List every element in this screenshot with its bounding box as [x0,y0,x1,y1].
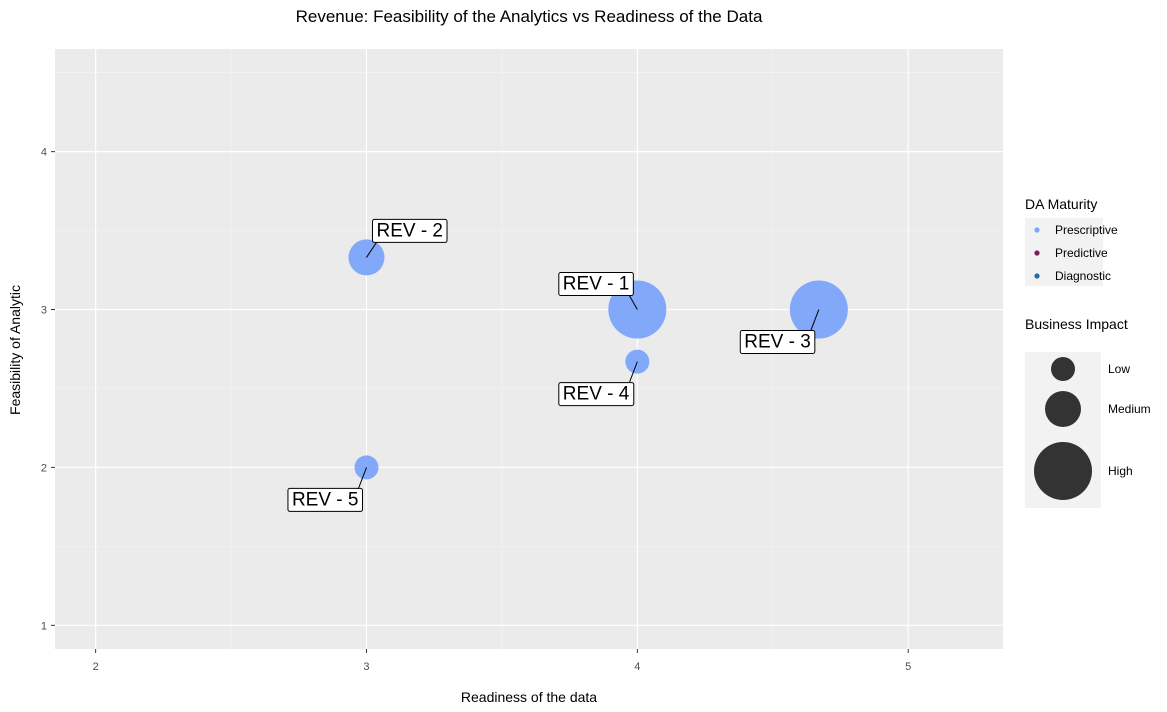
point-label: REV - 3 [744,332,811,353]
point-label-box [371,218,448,243]
point-label: REV - 5 [292,489,359,510]
y-tick-label: 1 [41,620,47,632]
legend-size-label: Low [1108,362,1130,376]
label-leader-line [366,242,377,258]
point-label-group: REV - 5 [287,467,367,512]
y-tick-label: 3 [41,305,47,317]
legend-color-label: Diagnostic [1055,269,1111,283]
label-leader-line [810,309,820,331]
legend-size-swatch [1045,391,1081,427]
chart-title: Revenue: Feasibility of the Analytics vs… [296,7,763,26]
point-label: REV - 1 [563,274,630,295]
x-tick-label: 4 [634,661,640,673]
point-label-box [558,272,634,297]
plot-background [55,49,1003,649]
point-label-group: REV - 2 [366,218,448,258]
x-tick-label: 3 [363,661,369,673]
legend-size-label: Medium [1108,402,1151,416]
point-labels: REV - 1 REV - 2 REV - 3 REV - 4 REV - 5 [287,218,820,512]
legend-color-swatch [1034,227,1040,233]
x-axis-title: Readiness of the data [461,689,597,705]
legend-color-label: Prescriptive [1055,223,1118,237]
point-label: REV - 4 [563,384,630,405]
legend-size-label: High [1108,464,1133,478]
label-leader-line [358,467,367,489]
legend-color-swatch [1034,273,1040,279]
plot-panel [55,49,1003,649]
label-leader-line [628,295,638,310]
point-label-box [739,330,816,355]
legend-size-swatch [1034,442,1092,500]
legend-size-title: Business Impact [1025,316,1128,332]
legend-color-swatch [1034,250,1040,256]
point-label-box [558,382,635,407]
legend-color-title: DA Maturity [1025,196,1097,212]
x-tick-label: 5 [905,661,911,673]
label-leader-line [628,361,638,383]
legend-size-swatch [1051,357,1075,381]
axis-ticks: 2 3 4 5 1 2 3 4 [41,147,911,673]
point-label: REV - 2 [376,220,443,241]
x-tick-label: 2 [93,661,99,673]
point-label-group: REV - 3 [739,309,820,355]
legend: DA Maturity Business Impact Prescriptive… [1025,196,1151,508]
point-label-group: REV - 4 [558,361,638,407]
legend-color-label: Predictive [1055,246,1108,260]
y-axis-title: Feasibility of Analytic [7,285,23,415]
y-tick-label: 2 [41,462,47,474]
y-tick-label: 4 [41,147,47,159]
point-label-box [287,487,363,512]
point-label-group: REV - 1 [558,272,638,310]
